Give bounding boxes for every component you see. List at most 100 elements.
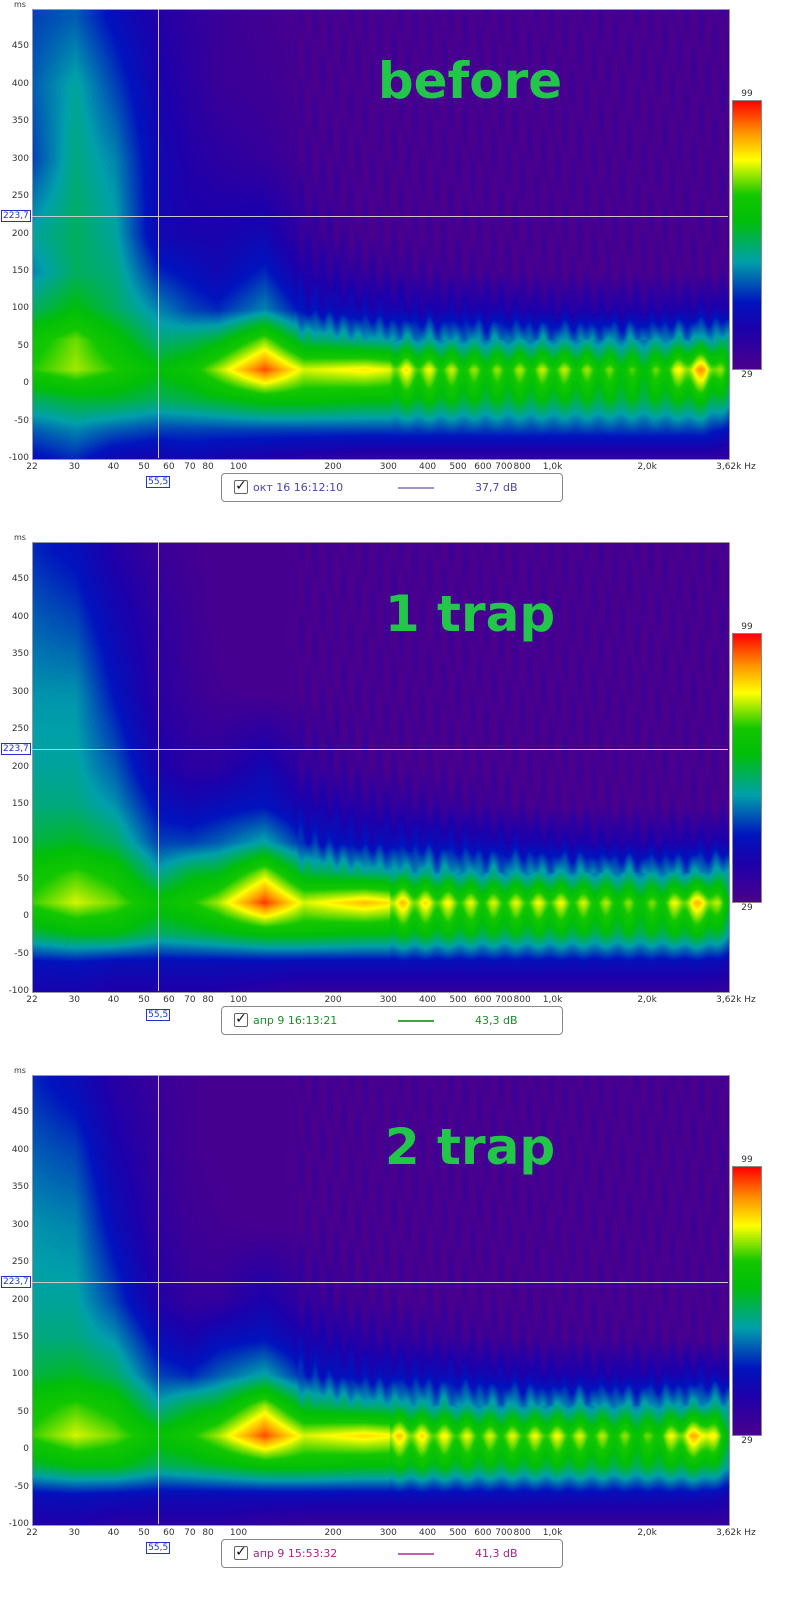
x-tick-label: 2,0k (637, 462, 657, 472)
frequency-cursor-line[interactable] (158, 542, 160, 991)
y-tick-label: 200 (11, 228, 29, 239)
x-tick-label: 700 (495, 1528, 513, 1538)
x-tick-label: 400 (418, 995, 437, 1005)
x-tick-label: 800 (513, 995, 531, 1005)
x-tick-label: 1,0k (542, 462, 563, 472)
y-tick-label: 450 (11, 574, 29, 585)
checkmark-icon: ✓ (235, 1544, 247, 1560)
x-tick-label: 40 (107, 462, 120, 472)
y-tick-label: 100 (11, 836, 29, 847)
x-tick-label: 200 (324, 995, 342, 1005)
spectrogram-plot (32, 9, 730, 460)
y-tick-label: 350 (11, 649, 29, 660)
colorbar-min-label: 29 (741, 370, 753, 380)
x-tick-label: 30 (68, 462, 81, 472)
x-tick-label: 500 (449, 1528, 467, 1538)
legend-level-value: 43,3 dB (475, 1014, 518, 1027)
y-tick-label: 100 (11, 1369, 29, 1380)
x-tick-label: 200 (324, 1528, 342, 1538)
y-tick-label: 300 (11, 1219, 29, 1230)
legend-line-swatch (398, 1020, 434, 1022)
x-tick-label: 30 (68, 995, 81, 1005)
time-cursor-line[interactable] (32, 215, 728, 217)
x-tick-label: 1,0k (542, 995, 563, 1005)
spectrogram-panel: ms 450 400 350 300 250 200 150 100 50 0 -50 -100 22 30… (0, 533, 800, 1066)
checkmark-icon: ✓ (235, 478, 247, 494)
y-tick-label: -50 (14, 1481, 29, 1492)
x-tick-label: 40 (107, 1528, 120, 1538)
frequency-cursor-line[interactable] (158, 9, 160, 458)
x-tick-label: 2,0k (637, 995, 657, 1005)
y-tick-label: 100 (11, 303, 29, 314)
y-tick-label: 50 (17, 873, 29, 884)
y-tick-label: 250 (11, 191, 29, 202)
x-tick-label: 300 (379, 462, 397, 472)
y-tick-label: -50 (14, 415, 29, 426)
x-tick-label: 700 (495, 462, 513, 472)
y-tick-label: 300 (11, 686, 29, 697)
x-tick-label: 3,62k Hz (716, 1528, 756, 1538)
spectrogram-plot (32, 542, 730, 993)
frequency-cursor-line[interactable] (158, 1075, 160, 1524)
colorbar (732, 1166, 762, 1436)
spectrogram-panel: ms 450 400 350 300 250 200 150 100 50 0 -50 -100 22 30… (0, 1066, 800, 1599)
x-tick-label: 100 (229, 1528, 248, 1538)
y-tick-label: 250 (11, 724, 29, 735)
x-tick-label: 50 (138, 462, 150, 472)
y-tick-label: 350 (11, 1182, 29, 1193)
spectrogram-plot (32, 1075, 730, 1526)
y-tick-label: 200 (11, 761, 29, 772)
frequency-cursor-label: 55,5 (146, 1009, 171, 1021)
x-tick-label: 400 (418, 462, 437, 472)
y-tick-label: 50 (17, 340, 29, 351)
frequency-cursor-label: 55,5 (146, 476, 171, 488)
x-tick-label: 1,0k (542, 1528, 563, 1538)
spectrogram-panel: ms 450 400 350 300 250 200 150 100 50 0 -50 -100 22 30… (0, 0, 800, 533)
y-axis-unit: ms (14, 0, 26, 9)
x-tick-label: 50 (138, 995, 150, 1005)
y-tick-label: 350 (11, 116, 29, 127)
legend-checkbox[interactable]: ✓ (234, 1012, 248, 1027)
legend-checkbox[interactable]: ✓ (234, 478, 248, 494)
y-tick-label: 400 (11, 611, 29, 622)
chart-title: 1 trap (384, 585, 556, 643)
x-tick-label: 400 (418, 1528, 437, 1538)
x-tick-label: 80 (202, 462, 214, 472)
x-tick-label: 70 (184, 995, 196, 1005)
colorbar-max-label: 99 (741, 622, 753, 632)
x-tick-label: 500 (449, 462, 467, 472)
time-cursor-line[interactable] (32, 1281, 728, 1283)
y-tick-label: 0 (23, 378, 29, 389)
x-tick-label: 60 (163, 462, 175, 472)
legend-checkbox[interactable]: ✓ (234, 1544, 248, 1560)
x-tick-label: 22 (26, 995, 38, 1005)
time-cursor-label: 223,7 (1, 742, 31, 755)
legend-measurement-label: апр 9 15:53:32 (253, 1547, 338, 1560)
y-axis-unit: ms (14, 1066, 26, 1075)
legend-level-value: 37,7 dB (475, 481, 518, 494)
x-tick-label: 300 (379, 995, 397, 1005)
x-tick-label: 22 (26, 462, 38, 472)
x-tick-label: 80 (202, 995, 214, 1005)
chart-title: before (377, 52, 563, 110)
x-tick-label: 800 (513, 462, 531, 472)
x-tick-label: 200 (324, 462, 342, 472)
legend-measurement-label: апр 9 16:13:21 (253, 1014, 338, 1027)
legend-line-swatch (398, 487, 434, 489)
x-tick-label: 100 (229, 462, 248, 472)
time-cursor-label: 223,7 (1, 1275, 31, 1288)
legend-box: ✓ апр 9 15:53:32 41,3 dB (221, 1539, 563, 1568)
y-axis-unit: ms (14, 533, 26, 542)
heatmap-canvas (33, 10, 729, 459)
x-tick-label: 500 (449, 995, 467, 1005)
x-tick-label: 3,62k Hz (716, 995, 756, 1005)
y-tick-label: 400 (11, 1144, 29, 1155)
y-tick-label: -100 (8, 453, 29, 463)
time-cursor-line[interactable] (32, 748, 728, 750)
colorbar-max-label: 99 (741, 1155, 753, 1165)
x-tick-label: 700 (495, 995, 513, 1005)
x-tick-label: 60 (163, 1528, 175, 1538)
x-tick-label: 70 (184, 1528, 196, 1538)
x-tick-label: 300 (379, 1528, 397, 1538)
x-tick-label: 80 (202, 1528, 214, 1538)
